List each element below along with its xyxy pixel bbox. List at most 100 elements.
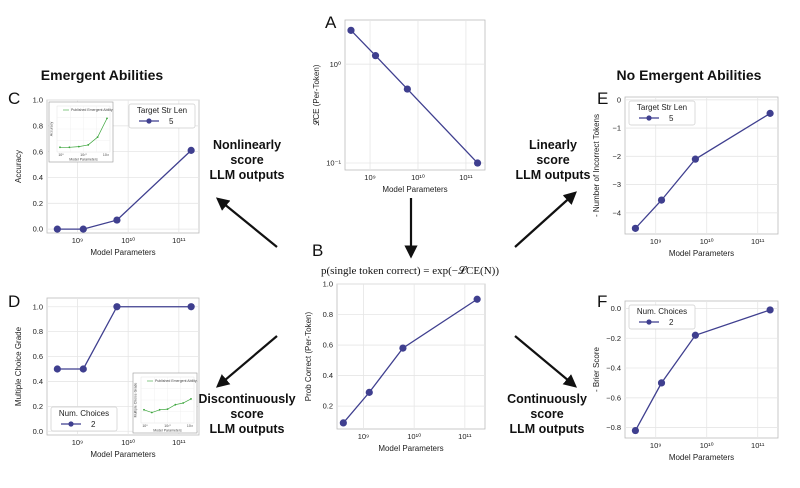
legend-label: 2 (669, 318, 674, 327)
data-point (79, 225, 87, 233)
y-tick-label: 0.0 (33, 225, 43, 234)
x-tick-label: 10⁹ (72, 438, 84, 447)
x-tick-label: 10¹⁰ (407, 432, 421, 441)
y-tick-label: 1.0 (323, 280, 333, 289)
x-tick-label: 10⁹ (650, 441, 662, 450)
y-tick-label: 0.2 (33, 199, 43, 208)
arrow-top-right (514, 191, 577, 248)
chart-e: 10⁹ 10¹⁰ 10¹¹ 0 −1 −2 −3 −4 Model Parameters - Nu… (592, 89, 779, 258)
inset-x-axis-label: Model Parameters (153, 429, 182, 433)
arrow-label-bottom-left: Discontinuously (198, 392, 295, 406)
data-point (631, 426, 640, 435)
data-point (187, 303, 195, 311)
y-tick-label: 0.0 (611, 304, 621, 313)
x-axis-label: Model Parameters (378, 444, 443, 453)
x-tick-label: 10¹⁰ (121, 236, 135, 245)
inset-series-line (60, 118, 108, 148)
series-line (342, 298, 478, 424)
arrow-bottom-right (514, 335, 578, 388)
y-tick-label: 1.0 (33, 96, 43, 105)
heading-no-emergent: No Emergent Abilities (617, 67, 762, 83)
legend-marker (68, 421, 74, 427)
charts-layer: 10⁹ 10¹⁰ 10¹¹ 10⁰ 10⁻¹ Model Parameters 𝓛CE (P… (8, 13, 779, 462)
y-tick-label: 10⁻¹ (326, 159, 341, 168)
data-point (403, 85, 411, 93)
y-axis-label: Prob Correct (Per-Token) (304, 311, 313, 401)
inset-x-tick-label: 10⁸ (142, 424, 148, 428)
data-point (371, 52, 380, 60)
legend: Num. Choices 2 (50, 406, 118, 432)
y-axis-label: - Number of Incorrect Tokens (592, 114, 601, 217)
arrow-label-top-right: score (536, 153, 569, 167)
y-tick-label: 0.2 (323, 402, 333, 411)
arrow-label-top-left: LLM outputs (210, 168, 285, 182)
x-tick-label: 10¹¹ (751, 237, 765, 246)
legend-title: Num. Choices (637, 307, 687, 316)
data-point (657, 379, 666, 387)
inset-x-tick-label: 10⁸ (58, 153, 64, 157)
x-axis-label: Model Parameters (90, 450, 155, 459)
inset-data-point (190, 398, 192, 400)
y-tick-label: 0.8 (323, 310, 333, 319)
y-axis-label: Multiple Choice Grade (14, 326, 23, 406)
data-point (657, 196, 666, 204)
chart-f: 10⁹ 10¹⁰ 10¹¹ 0.0 −0.2 −0.4 −0.6 −0.8 Model Para… (592, 292, 779, 462)
y-tick-label: 0.0 (33, 427, 43, 436)
y-tick-label: 0.8 (33, 327, 43, 336)
inset-x-tick-label: 10¹² (103, 153, 110, 157)
x-tick-label: 10⁹ (364, 173, 376, 182)
y-tick-label: 10⁰ (330, 60, 341, 69)
panel-letter-e: E (597, 89, 608, 108)
data-point (691, 155, 699, 163)
x-axis-label: Model Parameters (90, 248, 155, 257)
x-tick-label: 10¹⁰ (700, 237, 714, 246)
arrow-label-bottom-right: Continuously (507, 392, 587, 406)
y-tick-label: 0.4 (33, 173, 43, 182)
x-tick-label: 10⁹ (358, 432, 370, 441)
chart-b: 10⁹ 10¹⁰ 10¹¹ 0.2 0.4 0.6 0.8 1.0 Model Paramete… (304, 241, 486, 453)
x-axis-label: Model Parameters (382, 185, 447, 194)
panel-letter-d: D (8, 292, 20, 311)
x-tick-label: 10¹¹ (172, 438, 186, 447)
legend-box (628, 100, 696, 126)
legend-title: Target Str Len (637, 103, 687, 112)
y-tick-label: 0 (617, 95, 621, 104)
plot-area (344, 19, 486, 171)
y-tick-label: −2 (612, 152, 621, 161)
x-tick-label: 10¹⁰ (411, 173, 425, 182)
arrow-top-left (215, 197, 278, 248)
inset-legend-label: Published Emergent Ability (155, 379, 197, 383)
data-point (365, 388, 373, 396)
y-tick-label: −3 (612, 180, 621, 189)
arrow-label-bottom-right: LLM outputs (510, 422, 585, 436)
legend-marker (646, 319, 652, 325)
inset-data-point (166, 408, 169, 411)
data-point (766, 109, 774, 117)
x-tick-label: 10¹¹ (458, 432, 472, 441)
data-point (691, 331, 699, 339)
arrow-label-bottom-right: score (530, 407, 563, 421)
x-tick-label: 10¹⁰ (700, 441, 714, 450)
x-tick-label: 10¹¹ (751, 441, 765, 450)
data-point (473, 159, 482, 167)
data-point (53, 225, 61, 233)
arrow-label-top-left: Nonlinearly (213, 138, 281, 152)
heading-emergent: Emergent Abilities (41, 67, 164, 83)
x-tick-label: 10⁹ (72, 236, 84, 245)
legend-label: 5 (669, 114, 674, 123)
legend-title: Target Str Len (137, 106, 187, 115)
inset-x-axis-label: Model Parameters (69, 158, 98, 162)
y-axis-label: - Brier Score (592, 347, 601, 392)
plot-area (336, 283, 486, 430)
data-point (399, 344, 407, 352)
arrow-label-top-right: Linearly (529, 138, 577, 152)
y-tick-label: −0.4 (606, 364, 621, 373)
panel-letter-c: C (8, 89, 20, 108)
x-tick-label: 10¹⁰ (121, 438, 135, 447)
data-point (113, 303, 121, 311)
y-tick-label: 0.2 (33, 402, 43, 411)
chart-c: 10⁹ 10¹⁰ 10¹¹ 0.0 0.2 0.4 0.6 0.8 1.0 Model Param… (8, 89, 200, 257)
series-line (57, 306, 192, 370)
